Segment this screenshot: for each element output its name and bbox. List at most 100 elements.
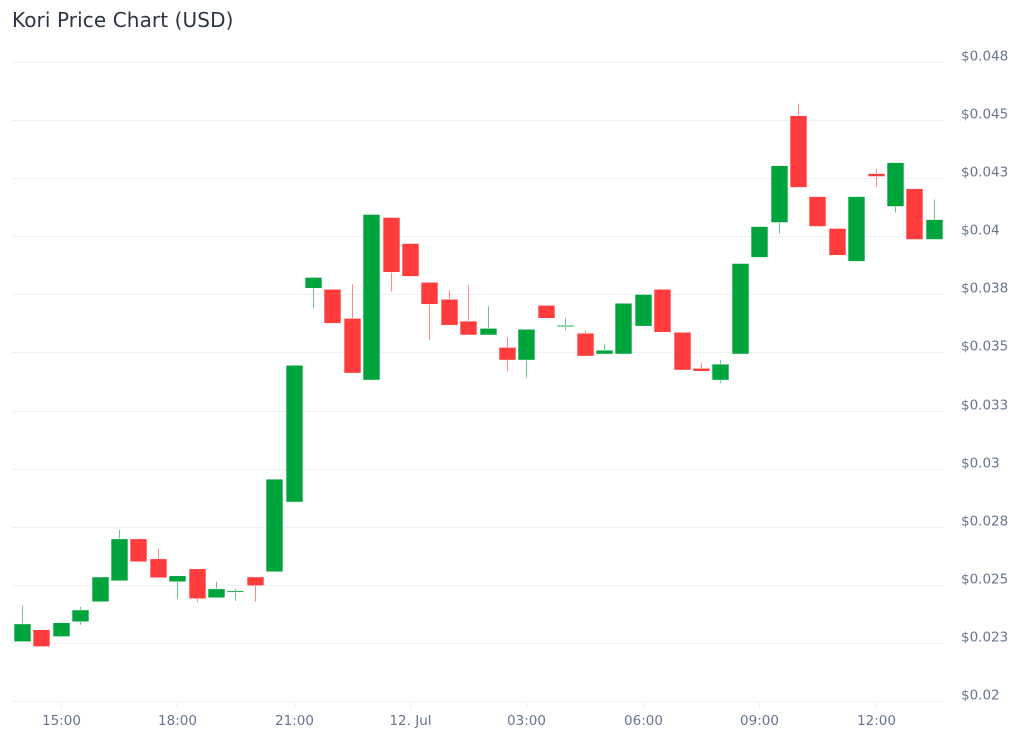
candle-up[interactable] <box>731 263 750 355</box>
x-tick-label: 12:00 <box>857 713 896 729</box>
candle-body <box>285 364 304 503</box>
candle-up[interactable] <box>13 605 32 643</box>
candle-down[interactable] <box>459 285 478 336</box>
candle-up[interactable] <box>634 294 653 327</box>
candle-body <box>32 629 51 647</box>
y-tick-label: $0.038 <box>961 281 1008 297</box>
candle-down[interactable] <box>149 548 168 579</box>
candle-body <box>653 288 672 333</box>
candle-body <box>207 588 226 599</box>
x-tick-label: 21:00 <box>275 713 314 729</box>
candle-down[interactable] <box>420 281 439 341</box>
candle-up[interactable] <box>91 576 110 603</box>
candle-body <box>382 217 401 273</box>
candle-down[interactable] <box>401 243 420 277</box>
candle-up[interactable] <box>207 581 226 599</box>
candle-body <box>925 219 944 240</box>
candle-body <box>246 576 265 587</box>
y-tick-label: $0.023 <box>961 630 1008 646</box>
gridlines <box>12 62 943 702</box>
candle-up[interactable] <box>52 622 71 637</box>
candle-up[interactable] <box>750 226 769 258</box>
candle-down[interactable] <box>188 568 207 602</box>
candle-body <box>323 288 342 324</box>
x-tick-label: 12. Jul <box>389 713 431 729</box>
y-axis: $0.048 $0.045 $0.043 $0.04 $0.038 $0.035 $0.03… <box>961 49 1008 704</box>
candle-down[interactable] <box>323 288 342 324</box>
candle-down[interactable] <box>905 188 924 240</box>
candle-body <box>304 277 323 289</box>
candle-body <box>226 590 245 593</box>
chart-title: Kori Price Chart (USD) <box>12 8 234 32</box>
candle-up[interactable] <box>226 588 245 601</box>
candle-down[interactable] <box>246 576 265 602</box>
candle-body <box>867 173 886 177</box>
candle-body <box>440 298 459 326</box>
candle-body <box>110 538 129 582</box>
candle-down[interactable] <box>382 217 401 292</box>
y-tick-label: $0.025 <box>961 572 1008 588</box>
candle-body <box>556 324 575 328</box>
candle-body <box>692 367 711 372</box>
candle-up[interactable] <box>479 306 498 336</box>
candle-up[interactable] <box>925 199 944 240</box>
candle-body <box>711 363 730 381</box>
candle-up[interactable] <box>110 529 129 582</box>
candle-body <box>634 294 653 327</box>
candle-up[interactable] <box>886 162 905 213</box>
candle-up[interactable] <box>304 277 323 309</box>
candle-up[interactable] <box>265 478 284 573</box>
candle-body <box>770 165 789 223</box>
candle-body <box>168 575 187 583</box>
candle-body <box>459 320 478 336</box>
candle-body <box>731 263 750 355</box>
candle-body <box>91 576 110 603</box>
candle-down[interactable] <box>498 337 517 372</box>
candle-body <box>750 226 769 258</box>
candle-up[interactable] <box>711 360 730 384</box>
candle-down[interactable] <box>673 331 692 371</box>
candle-body <box>188 568 207 600</box>
candle-up[interactable] <box>362 214 381 381</box>
candle-body <box>673 331 692 371</box>
candle-down[interactable] <box>343 284 362 374</box>
candle-down[interactable] <box>129 538 148 563</box>
candle-down[interactable] <box>440 290 459 326</box>
y-tick-label: $0.028 <box>961 514 1008 530</box>
candle-down[interactable] <box>537 304 556 319</box>
candle-up[interactable] <box>614 302 633 355</box>
candle-up[interactable] <box>285 364 304 503</box>
candle-body <box>537 304 556 319</box>
candle-down[interactable] <box>576 330 595 357</box>
candle-body <box>595 349 614 355</box>
candle-up[interactable] <box>770 165 789 234</box>
candle-body <box>479 327 498 336</box>
candle-body <box>129 538 148 563</box>
candle-up[interactable] <box>847 196 866 262</box>
candle-down[interactable] <box>867 168 886 187</box>
candle-up[interactable] <box>71 606 90 625</box>
candle-down[interactable] <box>789 103 808 188</box>
candle-down[interactable] <box>692 363 711 372</box>
candle-body <box>149 558 168 579</box>
candle-body <box>265 478 284 573</box>
candle-up[interactable] <box>517 328 536 378</box>
candle-down[interactable] <box>32 629 51 647</box>
y-tick-label: $0.04 <box>961 223 1000 239</box>
candle-up[interactable] <box>556 318 575 331</box>
x-tick-label: 03:00 <box>507 713 546 729</box>
x-tick-label: 15:00 <box>42 713 81 729</box>
y-tick-label: $0.033 <box>961 398 1008 414</box>
candle-up[interactable] <box>168 575 187 599</box>
candle-body <box>847 196 866 262</box>
candle-body <box>420 281 439 305</box>
candle-body <box>498 347 517 361</box>
candle-up[interactable] <box>595 344 614 355</box>
candle-down[interactable] <box>828 228 847 256</box>
candle-down[interactable] <box>653 288 672 333</box>
candle-body <box>71 609 90 623</box>
candle-down[interactable] <box>808 196 827 227</box>
candle-body <box>13 623 32 643</box>
y-tick-label: $0.045 <box>961 107 1008 123</box>
